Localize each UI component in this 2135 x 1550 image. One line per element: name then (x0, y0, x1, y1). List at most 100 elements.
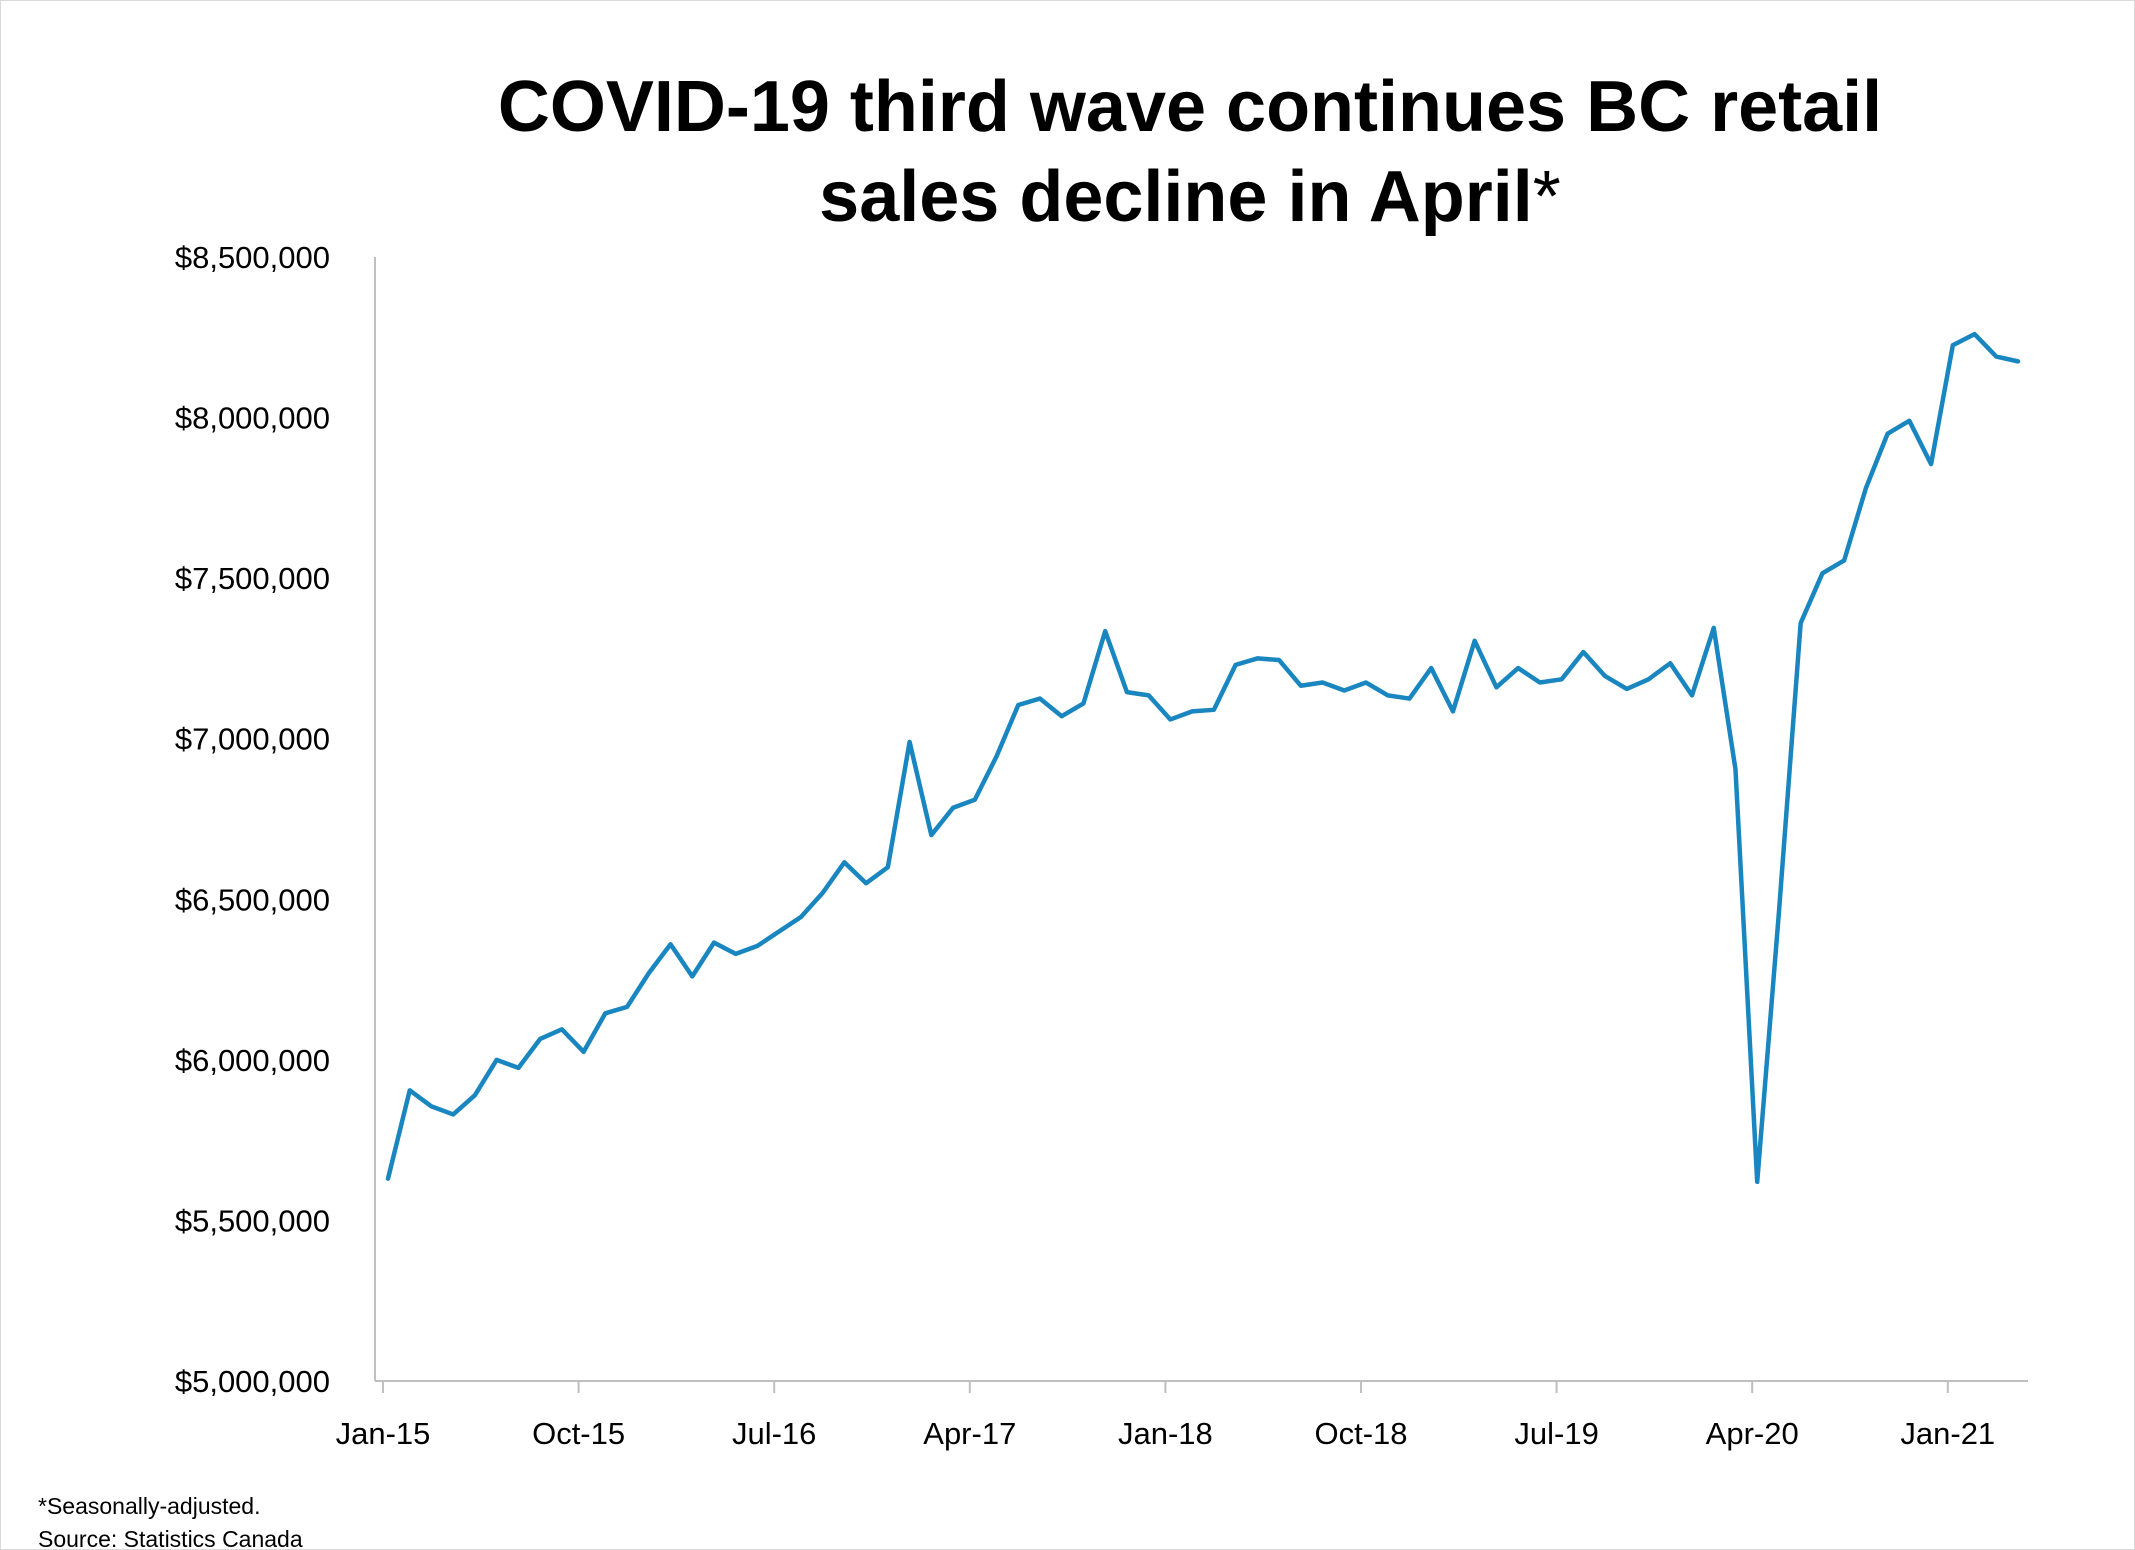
data-point (515, 1065, 521, 1071)
x-tick-labels: Jan-15 Oct-15 Jul-16 Apr-17 Jan-18 Oct-18 Jul-… (336, 1381, 1995, 1451)
footnote: *Seasonally-adjusted. Source: Statistics… (38, 1493, 303, 1550)
data-point (1819, 570, 1825, 576)
data-point (1298, 683, 1304, 689)
data-point (428, 1103, 434, 1109)
data-point (1428, 665, 1434, 671)
data-point (1211, 707, 1217, 713)
data-point (950, 805, 956, 811)
data-point (1754, 1179, 1760, 1185)
data-point (1863, 485, 1869, 491)
data-point (1841, 557, 1847, 563)
data-point (1233, 662, 1239, 668)
y-tick-label: $8,000,000 (175, 401, 330, 436)
data-point (1059, 713, 1065, 719)
chart-title: COVID-19 third wave continues BC retail … (498, 67, 1882, 237)
data-point (1776, 909, 1782, 915)
data-point (646, 970, 652, 976)
data-point (1276, 657, 1282, 663)
data-point (2015, 358, 2021, 364)
data-point (798, 914, 804, 920)
data-point (1732, 766, 1738, 772)
series-group (385, 331, 2021, 1185)
x-tick-label: Jul-19 (1514, 1416, 1598, 1451)
data-point (1385, 692, 1391, 698)
y-tick-label: $5,000,000 (175, 1364, 330, 1399)
data-point (928, 832, 934, 838)
data-point (1711, 625, 1717, 631)
data-point (494, 1057, 500, 1063)
x-tick-label: Jan-21 (1900, 1416, 1995, 1451)
data-point (841, 859, 847, 865)
data-point (1167, 716, 1173, 722)
data-point (1320, 680, 1326, 686)
series-line-bc-retail-sales (385, 331, 2021, 1185)
data-point (1515, 665, 1521, 671)
data-point (1646, 676, 1652, 682)
x-tick-label: Oct-18 (1314, 1416, 1407, 1451)
data-point (1928, 461, 1934, 467)
title-line-2: sales decline in April* (819, 157, 1561, 237)
data-point (689, 973, 695, 979)
data-point (385, 1176, 391, 1182)
x-tick-label: Jan-18 (1118, 1416, 1213, 1451)
data-point (1450, 708, 1456, 714)
data-point (1559, 676, 1565, 682)
x-tick-label: Jul-16 (732, 1416, 816, 1451)
data-point (450, 1111, 456, 1117)
data-point (863, 880, 869, 886)
data-point (1906, 418, 1912, 424)
title-line-1: COVID-19 third wave continues BC retail (498, 67, 1882, 147)
data-point (624, 1004, 630, 1010)
data-point (1146, 692, 1152, 698)
y-tick-labels: $5,000,000 $5,500,000 $6,000,000 $6,500,000… (175, 240, 330, 1399)
axes (374, 257, 2028, 1382)
data-point (754, 943, 760, 949)
data-point (1493, 684, 1499, 690)
data-points (385, 331, 2021, 1185)
data-point (1037, 696, 1043, 702)
data-point (1341, 688, 1347, 694)
data-point (1537, 680, 1543, 686)
data-point (1624, 686, 1630, 692)
footnote-seasonally-adjusted: *Seasonally-adjusted. (38, 1493, 260, 1519)
data-point (1667, 660, 1673, 666)
y-tick-label: $6,000,000 (175, 1043, 330, 1078)
y-tick-label: $8,500,000 (175, 240, 330, 275)
data-point (472, 1092, 478, 1098)
data-point (1189, 708, 1195, 714)
data-point (972, 797, 978, 803)
title-asterisk: * (1533, 157, 1561, 237)
data-point (1689, 692, 1695, 698)
data-point (668, 941, 674, 947)
data-point (885, 864, 891, 870)
data-point (1972, 331, 1978, 337)
y-tick-label: $7,500,000 (175, 561, 330, 596)
data-point (1472, 638, 1478, 644)
data-point (537, 1036, 543, 1042)
x-tick-label: Oct-15 (532, 1416, 625, 1451)
data-point (907, 739, 913, 745)
data-point (1015, 702, 1021, 708)
y-tick-label: $6,500,000 (175, 882, 330, 917)
data-point (1885, 431, 1891, 437)
data-point (581, 1049, 587, 1055)
data-point (1254, 655, 1260, 661)
data-point (820, 890, 826, 896)
data-point (1798, 620, 1804, 626)
data-point (1950, 342, 1956, 348)
data-point (733, 951, 739, 957)
data-point (602, 1010, 608, 1016)
footnote-source: Source: Statistics Canada (38, 1526, 303, 1550)
y-tick-label: $5,500,000 (175, 1203, 330, 1238)
data-point (1580, 649, 1586, 655)
data-point (711, 940, 717, 946)
data-point (407, 1087, 413, 1093)
data-point (1406, 696, 1412, 702)
data-point (1993, 354, 1999, 360)
x-tick-label: Jan-15 (336, 1416, 431, 1451)
data-point (1080, 700, 1086, 706)
data-point (1102, 628, 1108, 634)
data-point (994, 753, 1000, 759)
data-point (1124, 689, 1130, 695)
